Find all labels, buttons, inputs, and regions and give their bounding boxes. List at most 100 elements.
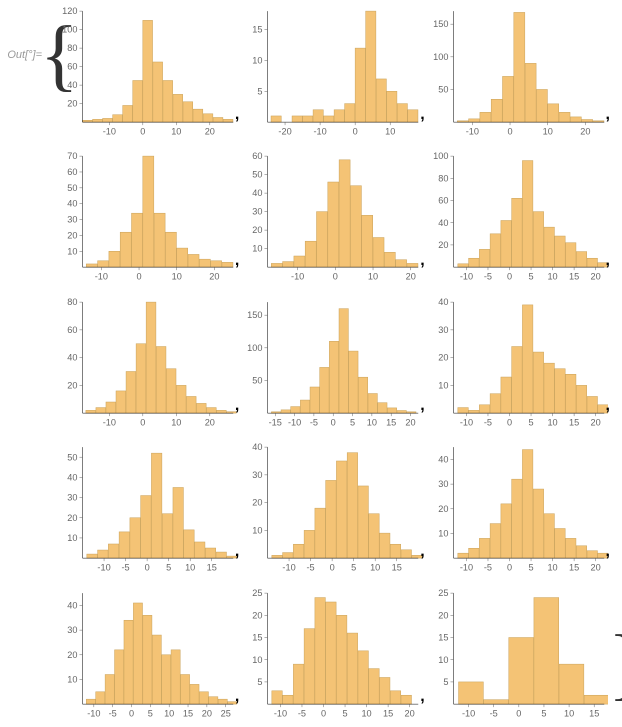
svg-text:60: 60 xyxy=(438,196,448,206)
svg-text:10: 10 xyxy=(253,244,263,254)
svg-text:50: 50 xyxy=(67,183,77,193)
svg-text:30: 30 xyxy=(67,215,77,225)
svg-text:-20: -20 xyxy=(279,126,292,136)
svg-text:-10: -10 xyxy=(288,417,301,427)
svg-text:5: 5 xyxy=(350,417,355,427)
svg-text:10: 10 xyxy=(564,708,574,718)
svg-text:80: 80 xyxy=(67,43,77,53)
svg-text:-10: -10 xyxy=(459,272,472,282)
svg-text:10: 10 xyxy=(385,126,395,136)
svg-text:40: 40 xyxy=(67,353,77,363)
svg-text:0: 0 xyxy=(353,126,358,136)
svg-text:10: 10 xyxy=(362,708,372,718)
svg-text:10: 10 xyxy=(253,526,263,536)
svg-text:60: 60 xyxy=(67,62,77,72)
svg-text:20: 20 xyxy=(253,498,263,508)
svg-text:-10: -10 xyxy=(87,708,100,718)
svg-text:30: 30 xyxy=(438,325,448,335)
svg-text:-10: -10 xyxy=(462,708,475,718)
svg-text:0: 0 xyxy=(136,272,141,282)
svg-text:-10: -10 xyxy=(465,126,478,136)
histogram-cell: 51015-20-10010, xyxy=(239,5,422,142)
svg-text:10: 10 xyxy=(438,655,448,665)
output-label: Out[°]= xyxy=(2,49,42,61)
svg-text:25: 25 xyxy=(221,708,231,718)
svg-text:-5: -5 xyxy=(307,563,315,573)
svg-text:5: 5 xyxy=(258,86,263,96)
svg-text:15: 15 xyxy=(183,708,193,718)
histogram-cell: 10203040506070-1001020, xyxy=(54,150,237,287)
svg-text:20: 20 xyxy=(202,708,212,718)
svg-text:50: 50 xyxy=(253,170,263,180)
svg-text:10: 10 xyxy=(547,563,557,573)
svg-text:5: 5 xyxy=(528,417,533,427)
svg-text:5: 5 xyxy=(343,708,348,718)
svg-text:20: 20 xyxy=(590,417,600,427)
histogram-cell: 510152025-10-5051015 xyxy=(425,587,608,724)
list-separator: , xyxy=(606,543,610,561)
svg-text:120: 120 xyxy=(62,6,77,16)
svg-text:40: 40 xyxy=(438,455,448,465)
svg-text:5: 5 xyxy=(443,677,448,687)
svg-text:-5: -5 xyxy=(484,563,492,573)
svg-text:60: 60 xyxy=(67,325,77,335)
chart-grid: 20406080100120-1001020,51015-20-10010,50… xyxy=(54,5,608,722)
svg-text:10: 10 xyxy=(185,563,195,573)
svg-text:-5: -5 xyxy=(489,708,497,718)
svg-text:15: 15 xyxy=(383,708,393,718)
svg-text:100: 100 xyxy=(247,343,262,353)
svg-text:100: 100 xyxy=(433,152,448,162)
svg-text:5: 5 xyxy=(351,563,356,573)
histogram-cell: 50100150-15-10-505101520, xyxy=(239,296,422,433)
svg-text:15: 15 xyxy=(386,417,396,427)
svg-text:10: 10 xyxy=(253,655,263,665)
svg-text:5: 5 xyxy=(528,272,533,282)
histogram-cell: 20406080100-10-505101520, xyxy=(425,150,608,287)
svg-text:20: 20 xyxy=(406,417,416,427)
svg-text:-5: -5 xyxy=(310,417,318,427)
svg-text:40: 40 xyxy=(438,297,448,307)
svg-text:10: 10 xyxy=(547,272,557,282)
svg-text:-10: -10 xyxy=(103,126,116,136)
svg-text:-10: -10 xyxy=(459,417,472,427)
svg-text:10: 10 xyxy=(438,380,448,390)
svg-text:0: 0 xyxy=(140,417,145,427)
svg-text:10: 10 xyxy=(67,533,77,543)
svg-text:0: 0 xyxy=(333,272,338,282)
svg-text:150: 150 xyxy=(247,310,262,320)
svg-text:80: 80 xyxy=(67,297,77,307)
svg-text:30: 30 xyxy=(67,625,77,635)
svg-text:20: 20 xyxy=(438,240,448,250)
list-separator: , xyxy=(606,252,610,270)
svg-text:30: 30 xyxy=(438,480,448,490)
svg-text:15: 15 xyxy=(207,563,217,573)
svg-text:-10: -10 xyxy=(314,126,327,136)
svg-text:10: 10 xyxy=(438,529,448,539)
svg-text:5: 5 xyxy=(541,708,546,718)
svg-text:20: 20 xyxy=(67,513,77,523)
svg-text:15: 15 xyxy=(438,633,448,643)
svg-text:20: 20 xyxy=(580,126,590,136)
histogram-cell: 20406080-1001020, xyxy=(54,296,237,433)
histogram-cell: 20406080100120-1001020, xyxy=(54,5,237,142)
svg-text:10: 10 xyxy=(367,417,377,427)
histogram-cell: 10203040-10-50510152025, xyxy=(54,587,237,724)
svg-text:-15: -15 xyxy=(269,417,282,427)
svg-text:-10: -10 xyxy=(95,272,108,282)
svg-text:80: 80 xyxy=(438,174,448,184)
svg-text:25: 25 xyxy=(438,588,448,598)
svg-text:20: 20 xyxy=(438,504,448,514)
svg-text:0: 0 xyxy=(507,126,512,136)
svg-text:0: 0 xyxy=(140,126,145,136)
svg-text:15: 15 xyxy=(569,272,579,282)
svg-text:-10: -10 xyxy=(283,563,296,573)
svg-text:15: 15 xyxy=(392,563,402,573)
svg-text:20: 20 xyxy=(438,353,448,363)
svg-text:20: 20 xyxy=(405,708,415,718)
svg-text:20: 20 xyxy=(67,380,77,390)
svg-text:15: 15 xyxy=(569,417,579,427)
svg-text:20: 20 xyxy=(67,231,77,241)
svg-text:20: 20 xyxy=(205,126,215,136)
svg-text:50: 50 xyxy=(253,375,263,385)
svg-text:10: 10 xyxy=(171,417,181,427)
